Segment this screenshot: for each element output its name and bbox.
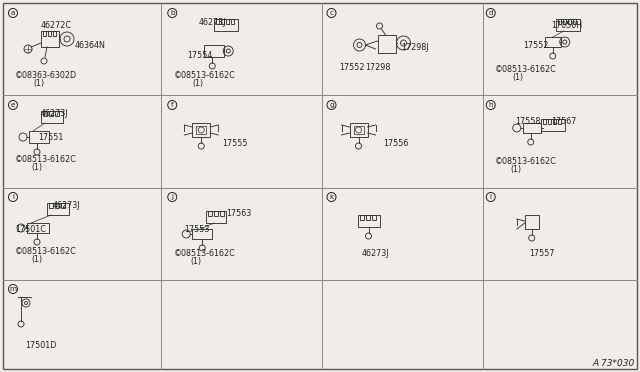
Text: (1): (1) — [513, 73, 524, 82]
Text: h: h — [488, 102, 493, 108]
Bar — [541, 119, 564, 131]
Bar — [353, 126, 364, 134]
Bar — [196, 126, 206, 134]
Text: a: a — [11, 10, 15, 16]
Bar — [47, 203, 69, 215]
Text: 17501D: 17501D — [25, 341, 56, 350]
Text: 17551: 17551 — [38, 133, 63, 142]
Text: 46273J: 46273J — [41, 109, 68, 118]
Bar — [214, 211, 218, 216]
Bar — [208, 211, 212, 216]
Text: g: g — [329, 102, 334, 108]
Bar — [48, 31, 51, 36]
Bar — [557, 119, 561, 124]
Text: 46273J: 46273J — [362, 249, 389, 258]
Bar — [545, 37, 561, 47]
Text: 17558: 17558 — [515, 117, 540, 126]
Text: 17555: 17555 — [222, 139, 248, 148]
Bar — [49, 111, 53, 116]
Bar — [556, 19, 580, 31]
Text: b: b — [170, 10, 175, 16]
Text: 46272C: 46272C — [41, 21, 72, 30]
Bar — [192, 123, 211, 137]
Bar — [543, 119, 546, 124]
Bar — [557, 19, 561, 24]
Bar — [41, 31, 59, 47]
Bar — [553, 119, 556, 124]
Bar — [349, 123, 367, 137]
Bar — [43, 111, 47, 116]
Text: k: k — [330, 194, 333, 200]
Text: f: f — [171, 102, 173, 108]
Text: 17563: 17563 — [227, 209, 252, 218]
Bar — [43, 31, 46, 36]
Text: j: j — [172, 194, 173, 200]
Text: 17552: 17552 — [339, 63, 365, 72]
Bar — [220, 211, 224, 216]
Bar — [227, 19, 229, 24]
Text: (1): (1) — [31, 163, 42, 172]
Bar — [192, 229, 212, 239]
Bar — [573, 19, 576, 24]
Bar — [358, 215, 380, 227]
Text: (1): (1) — [511, 165, 522, 174]
Text: ©08513-6162C: ©08513-6162C — [495, 65, 557, 74]
Bar — [55, 203, 59, 208]
Bar — [563, 19, 566, 24]
Bar — [204, 45, 224, 57]
Bar — [27, 223, 49, 233]
Bar — [214, 19, 238, 31]
Text: m: m — [10, 286, 17, 292]
Bar — [216, 19, 220, 24]
Bar — [55, 111, 59, 116]
Text: ©08513-6162C: ©08513-6162C — [495, 157, 557, 166]
Bar — [221, 19, 224, 24]
Text: (1): (1) — [31, 255, 42, 264]
Bar — [523, 123, 541, 133]
Bar — [525, 215, 539, 229]
Bar — [61, 203, 65, 208]
Text: ©08513-6162C: ©08513-6162C — [15, 247, 77, 256]
Text: 17557: 17557 — [529, 249, 554, 258]
Bar — [548, 119, 551, 124]
Text: ©08513-6162C: ©08513-6162C — [15, 155, 77, 164]
Text: i: i — [12, 194, 14, 200]
Text: (1): (1) — [190, 257, 202, 266]
Text: 17552: 17552 — [523, 41, 548, 50]
Bar — [29, 131, 49, 143]
Text: 17501C: 17501C — [15, 225, 46, 234]
Text: 17298: 17298 — [365, 63, 391, 72]
Text: ©08363-6302D: ©08363-6302D — [15, 71, 77, 80]
Text: c: c — [330, 10, 333, 16]
Text: l: l — [490, 194, 492, 200]
Text: 17567: 17567 — [551, 117, 576, 126]
Bar — [378, 35, 396, 53]
Bar — [53, 31, 56, 36]
Bar — [371, 215, 376, 220]
Text: (1): (1) — [33, 79, 44, 88]
Bar — [49, 203, 53, 208]
Text: 17553: 17553 — [184, 225, 210, 234]
Text: ©08513-6162C: ©08513-6162C — [174, 71, 236, 80]
Text: ©08513-6162C: ©08513-6162C — [174, 249, 236, 258]
Text: 46273J: 46273J — [53, 201, 81, 210]
Text: A 73*030: A 73*030 — [593, 359, 635, 368]
Text: e: e — [11, 102, 15, 108]
Text: 17554: 17554 — [188, 51, 212, 60]
Bar — [360, 215, 364, 220]
Text: 46273J: 46273J — [198, 18, 226, 27]
Bar — [41, 111, 63, 123]
Text: 17298J: 17298J — [401, 43, 429, 52]
Bar — [365, 215, 369, 220]
Bar — [206, 211, 227, 223]
Bar — [568, 19, 571, 24]
Text: d: d — [488, 10, 493, 16]
Bar — [231, 19, 234, 24]
Text: 17050H: 17050H — [551, 21, 582, 30]
Text: 17556: 17556 — [383, 139, 409, 148]
Text: 46364N: 46364N — [75, 41, 106, 50]
Text: (1): (1) — [192, 79, 204, 88]
